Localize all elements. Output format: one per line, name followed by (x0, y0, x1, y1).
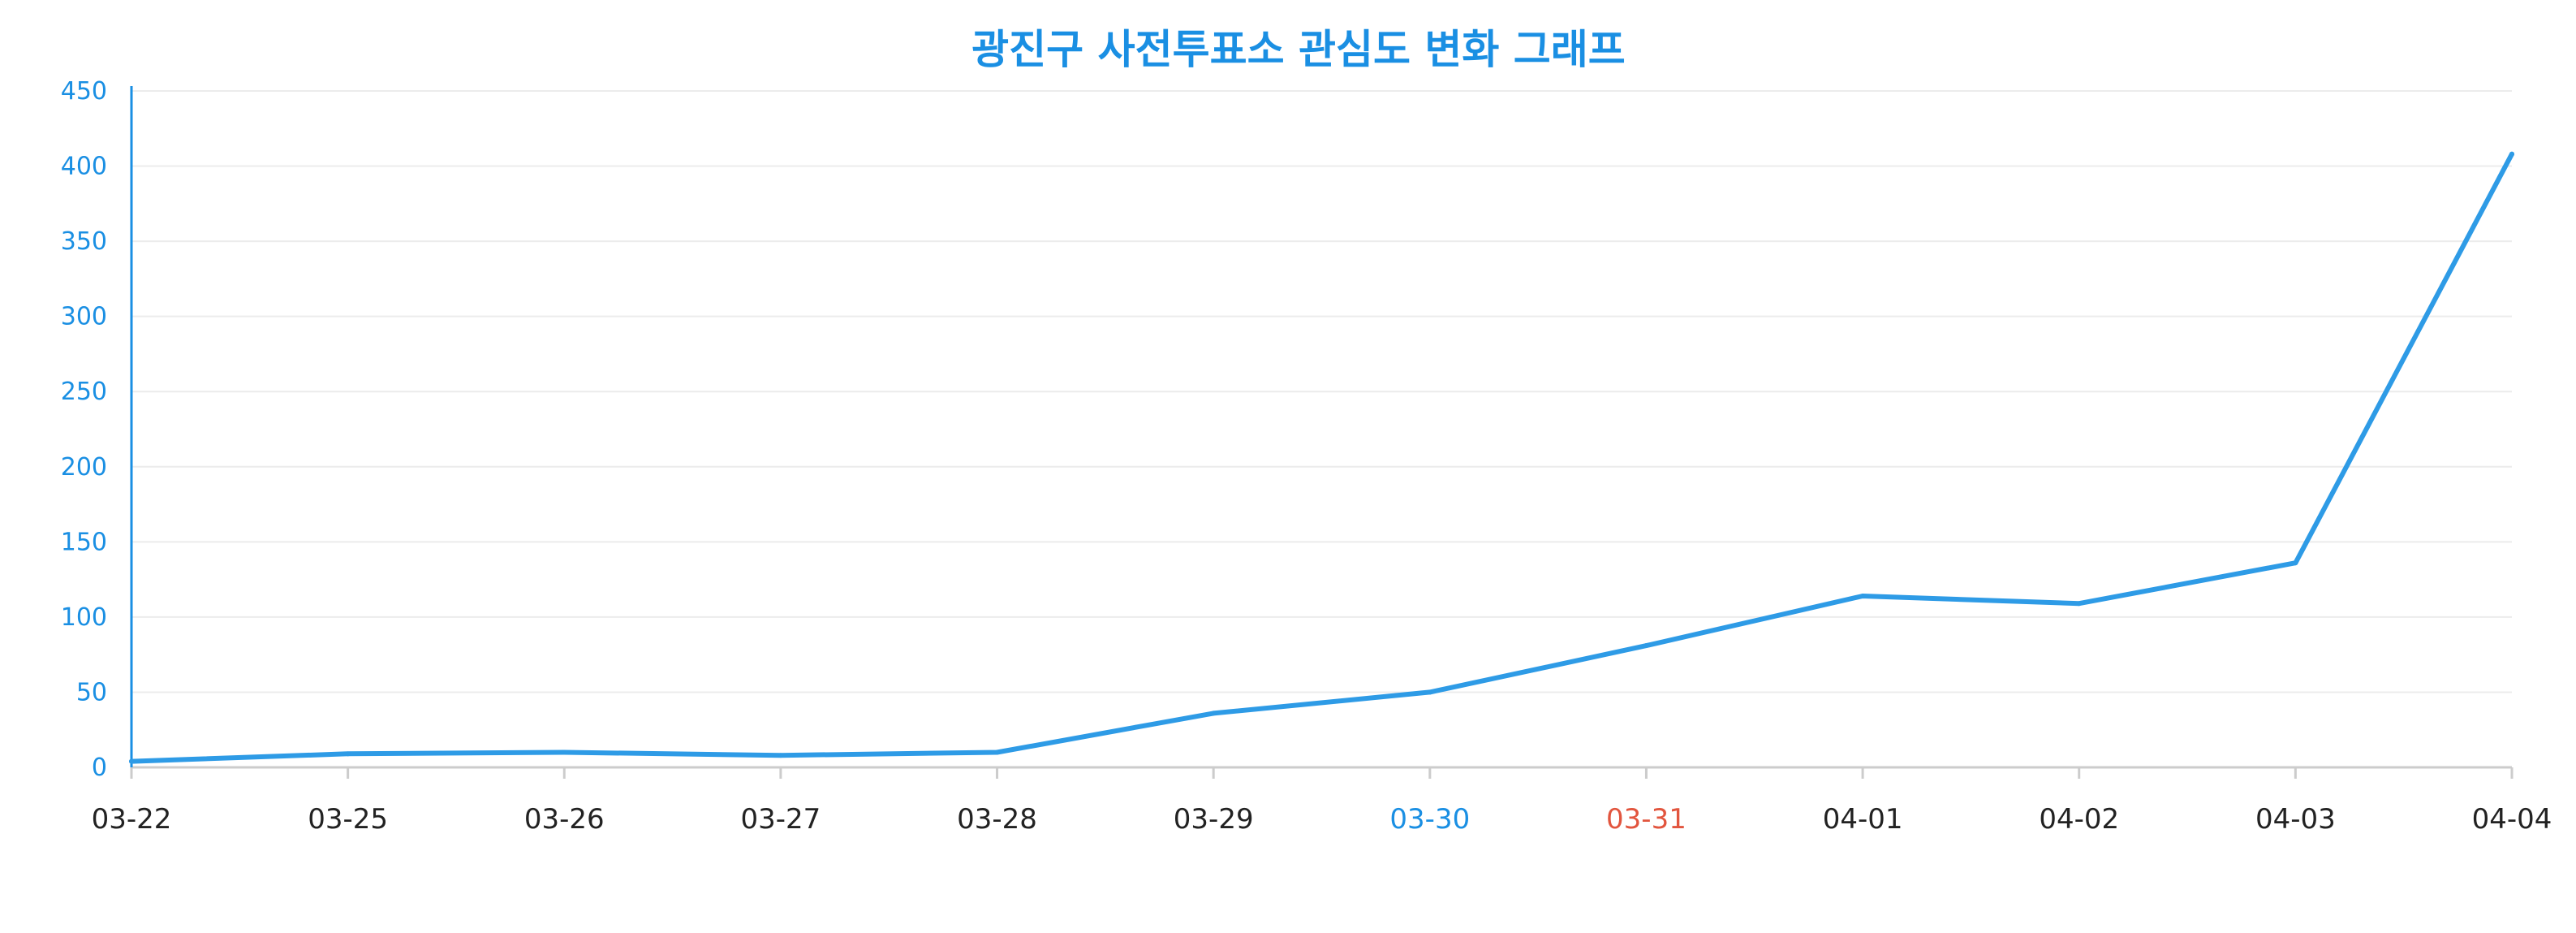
y-tick-label: 400 (61, 153, 107, 181)
y-tick-label: 450 (61, 77, 107, 106)
y-tick-label: 150 (61, 528, 107, 556)
grid-lines (131, 90, 2512, 693)
y-tick-label: 350 (61, 227, 107, 256)
x-tick-label: 03-28 (957, 803, 1037, 836)
x-axis-tick-labels: 03-22 03-25 03-26 03-27 03-28 03-29 03-30 03-31… (92, 803, 2552, 836)
data-point (1643, 643, 1649, 649)
x-tick-label: 03-31 (1606, 803, 1686, 836)
x-tick-label: 03-27 (741, 803, 821, 836)
y-tick-label: 50 (76, 678, 107, 706)
x-tick-label: 03-22 (92, 803, 172, 836)
series-layer (129, 151, 2514, 764)
data-point (129, 758, 134, 764)
axes (130, 86, 2514, 779)
data-point (2293, 560, 2298, 566)
series-line (129, 151, 2514, 764)
x-tick-label: 03-30 (1389, 803, 1470, 836)
x-tick-label: 03-29 (1174, 803, 1254, 836)
data-point (778, 753, 783, 758)
x-tick-label: 04-02 (2039, 803, 2119, 836)
data-point (1211, 711, 1217, 716)
y-tick-label: 200 (61, 453, 107, 482)
x-tick-label: 04-03 (2255, 803, 2336, 836)
data-point (2076, 601, 2082, 607)
data-point (1427, 689, 1432, 695)
data-point (2509, 151, 2514, 157)
x-tick-label: 03-25 (308, 803, 388, 836)
y-tick-label: 100 (61, 603, 107, 632)
x-tick-label: 03-26 (524, 803, 605, 836)
chart-title: 광진구 사전투표소 관심도 변화 그래프 (971, 26, 1626, 73)
y-tick-label: 300 (61, 303, 107, 331)
y-tick-label: 250 (61, 378, 107, 406)
data-point (345, 751, 351, 757)
x-tick-label: 04-04 (2472, 803, 2552, 836)
data-point (994, 749, 1000, 755)
y-axis-tick-labels: 0 50 100 150 200 250 300 350 400 450 (61, 77, 107, 782)
x-tick-label: 04-01 (1823, 803, 1903, 836)
data-point (562, 749, 567, 755)
y-tick-label: 0 (92, 754, 107, 782)
data-point (1860, 593, 1866, 598)
